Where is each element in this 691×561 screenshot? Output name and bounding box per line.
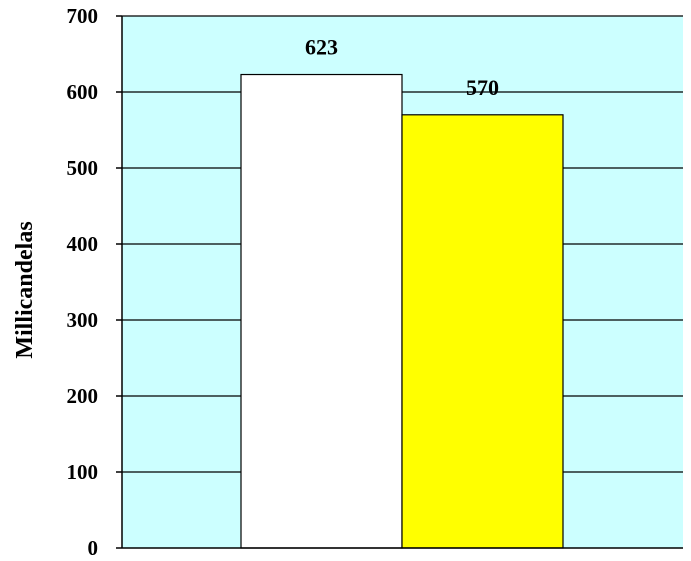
y-tick-label: 500: [67, 156, 99, 180]
y-tick-label: 600: [67, 80, 99, 104]
bar: [240, 73, 403, 549]
bar: [401, 114, 564, 549]
y-tick-label: 0: [88, 536, 99, 560]
data-labels: 623 570: [305, 35, 499, 100]
bar-value-label: 623: [305, 35, 338, 60]
y-tick-label: 700: [67, 4, 99, 28]
bar-value-label: 570: [466, 75, 499, 100]
y-tick-label: 200: [67, 384, 99, 408]
y-tick-label: 400: [67, 232, 99, 256]
y-axis-title: Millicandelas: [12, 221, 38, 358]
y-axis-ticks: 0 100 200 300 400 500 600 700: [67, 4, 122, 560]
y-tick-label: 300: [67, 308, 99, 332]
bars: [240, 73, 564, 549]
y-tick-label: 100: [67, 460, 99, 484]
